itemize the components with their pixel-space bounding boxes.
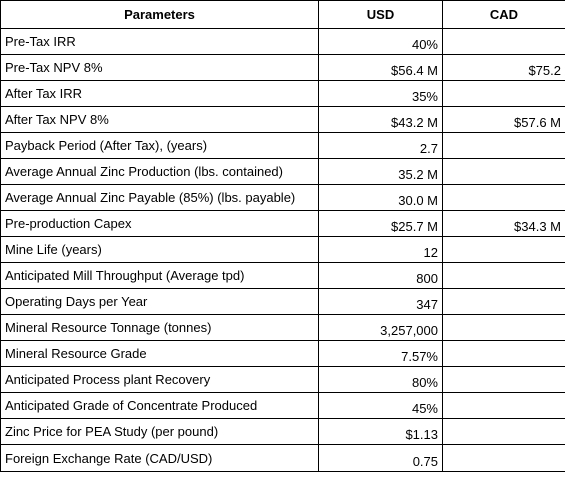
- parameter-cell: Mineral Resource Grade: [0, 340, 319, 367]
- usd-cell: 12: [318, 236, 443, 263]
- parameter-cell: Operating Days per Year: [0, 288, 319, 315]
- table-row: After Tax NPV 8% $43.2 M $57.6 M: [0, 106, 565, 133]
- table-row: Mine Life (years) 12: [0, 236, 565, 263]
- parameter-cell: After Tax IRR: [0, 80, 319, 107]
- parameter-cell: Average Annual Zinc Production (lbs. con…: [0, 158, 319, 185]
- parameter-cell: After Tax NPV 8%: [0, 106, 319, 133]
- parameter-cell: Mine Life (years): [0, 236, 319, 263]
- cad-cell: [442, 236, 565, 263]
- parameter-cell: Zinc Price for PEA Study (per pound): [0, 418, 319, 445]
- cad-cell: [442, 132, 565, 159]
- usd-cell: $1.13: [318, 418, 443, 445]
- usd-cell: 3,257,000: [318, 314, 443, 341]
- table-row: Pre-Tax NPV 8% $56.4 M $75.2: [0, 54, 565, 81]
- usd-cell: 800: [318, 262, 443, 289]
- cad-cell: [442, 158, 565, 185]
- parameter-cell: Anticipated Grade of Concentrate Produce…: [0, 392, 319, 419]
- table-row: Average Annual Zinc Production (lbs. con…: [0, 158, 565, 185]
- parameter-cell: Foreign Exchange Rate (CAD/USD): [0, 444, 319, 472]
- usd-cell: 80%: [318, 366, 443, 393]
- cad-cell: [442, 392, 565, 419]
- usd-cell: 40%: [318, 28, 443, 55]
- table-row: Anticipated Process plant Recovery 80%: [0, 366, 565, 393]
- usd-cell: 2.7: [318, 132, 443, 159]
- table-row: Pre-Tax IRR 40%: [0, 28, 565, 55]
- cad-cell: [442, 366, 565, 393]
- usd-cell: 7.57%: [318, 340, 443, 367]
- usd-cell: 35.2 M: [318, 158, 443, 185]
- table-row: Average Annual Zinc Payable (85%) (lbs. …: [0, 184, 565, 211]
- header-cad: CAD: [442, 0, 565, 29]
- cad-cell: $75.2: [442, 54, 565, 81]
- cad-cell: [442, 80, 565, 107]
- cad-cell: [442, 314, 565, 341]
- usd-cell: $25.7 M: [318, 210, 443, 237]
- header-row: Parameters USD CAD: [0, 0, 565, 29]
- usd-cell: 35%: [318, 80, 443, 107]
- usd-cell: 347: [318, 288, 443, 315]
- table-row: Anticipated Mill Throughput (Average tpd…: [0, 262, 565, 289]
- table-row: Pre-production Capex $25.7 M $34.3 M: [0, 210, 565, 237]
- table-row: Anticipated Grade of Concentrate Produce…: [0, 392, 565, 419]
- cad-cell: [442, 28, 565, 55]
- cad-cell: [442, 340, 565, 367]
- cad-cell: [442, 418, 565, 445]
- parameter-cell: Pre-production Capex: [0, 210, 319, 237]
- table-row: Payback Period (After Tax), (years) 2.7: [0, 132, 565, 159]
- parameter-cell: Pre-Tax NPV 8%: [0, 54, 319, 81]
- cad-cell: [442, 444, 565, 472]
- parameters-table: Parameters USD CAD Pre-Tax IRR 40% Pre-T…: [0, 0, 565, 472]
- table-row: After Tax IRR 35%: [0, 80, 565, 107]
- cad-cell: [442, 262, 565, 289]
- usd-cell: 0.75: [318, 444, 443, 472]
- header-parameters: Parameters: [0, 0, 319, 29]
- table-row: Operating Days per Year 347: [0, 288, 565, 315]
- usd-cell: $56.4 M: [318, 54, 443, 81]
- header-usd: USD: [318, 0, 443, 29]
- usd-cell: 30.0 M: [318, 184, 443, 211]
- parameter-cell: Anticipated Mill Throughput (Average tpd…: [0, 262, 319, 289]
- usd-cell: $43.2 M: [318, 106, 443, 133]
- table-row: Foreign Exchange Rate (CAD/USD) 0.75: [0, 444, 565, 472]
- table-row: Mineral Resource Tonnage (tonnes) 3,257,…: [0, 314, 565, 341]
- cad-cell: $57.6 M: [442, 106, 565, 133]
- table-row: Mineral Resource Grade 7.57%: [0, 340, 565, 367]
- usd-cell: 45%: [318, 392, 443, 419]
- cad-cell: [442, 184, 565, 211]
- parameter-cell: Average Annual Zinc Payable (85%) (lbs. …: [0, 184, 319, 211]
- parameter-cell: Anticipated Process plant Recovery: [0, 366, 319, 393]
- parameter-cell: Pre-Tax IRR: [0, 28, 319, 55]
- parameter-cell: Payback Period (After Tax), (years): [0, 132, 319, 159]
- parameter-cell: Mineral Resource Tonnage (tonnes): [0, 314, 319, 341]
- cad-cell: $34.3 M: [442, 210, 565, 237]
- table-row: Zinc Price for PEA Study (per pound) $1.…: [0, 418, 565, 445]
- cad-cell: [442, 288, 565, 315]
